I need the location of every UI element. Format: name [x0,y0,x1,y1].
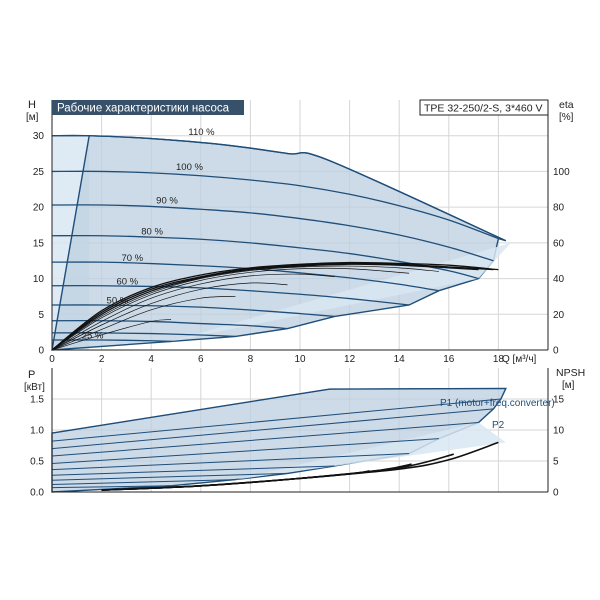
head-tick-label: 30 [33,131,45,142]
power-tick-label: 0.0 [30,488,44,499]
lower-region-band [171,242,511,342]
power-tick-label: 1.5 [30,395,44,406]
x-tick-label: 2 [99,354,105,365]
chart-title: Рабочие характеристики насоса [57,103,230,115]
eta-tick-label: 0 [553,346,559,357]
power-curves [51,387,506,489]
head-tick-label: 20 [33,203,45,214]
qh-curve-0 [51,134,507,242]
head-tick-label: 5 [38,310,44,321]
power-curve-3 [51,422,479,457]
head-efficiency-panel: 0 2 4 6 8 10 12 14 16 18 0 5 10 15 20 25 30 0 20 40 60 80 100 … [26,99,574,365]
head-tick-label: 0 [38,346,44,357]
npsh-band [235,422,506,480]
qh-curve-9 [51,339,172,343]
qh-curves [51,134,507,343]
model-label: TPE 32-250/2-S, 3*460 V [424,103,543,115]
head-tick-label: 15 [33,238,45,249]
power-curve-0 [51,387,506,434]
speed-label: 90 % [156,196,178,207]
power-tick-labels: 0.0 0.5 1.0 1.5 0 5 10 15 [30,395,564,499]
x-tick-label: 10 [294,354,306,365]
model-label-box [419,99,549,116]
head-axis-label: H [28,99,36,111]
efficiency-curves [51,261,499,351]
x-tick-label: 8 [248,354,254,365]
power-curve-7 [51,472,288,481]
efficiency-curve-6 [51,282,288,351]
efficiency-curve-1 [51,262,494,351]
efficiency-curve-3 [51,265,439,351]
speed-label: 60 % [116,276,138,287]
eta-axis-label: eta [559,99,574,111]
eta-tick-label: 60 [553,238,565,249]
power-curve-8 [51,479,236,486]
speed-label: 80 % [141,226,163,237]
eta-tick-label: 40 [553,274,565,285]
speed-label: 25 % [82,331,104,342]
speed-label: 100 % [176,162,203,173]
p2-annotation: P2 [492,420,505,431]
npsh-tick-label: 15 [553,395,565,406]
qh-curve-2 [51,204,494,262]
npsh-tick-label: 10 [553,426,565,437]
chart-title-background [52,100,244,115]
efficiency-curve-0 [51,261,499,351]
power-tick-label: 1.0 [30,426,44,437]
x-tick-label: 0 [49,354,55,365]
efficiency-curve-2 [51,263,479,351]
npsh-axis-label: NPSH [556,367,585,379]
npsh-tick-label: 0 [553,488,559,499]
power-curve-1 [51,398,501,442]
p1-annotation: P1 (motor+freq.converter) [440,398,555,409]
flow-axis-label: Q [м³/ч] [502,354,537,365]
npsh-curves [101,441,499,491]
power-curve-6 [51,465,335,476]
x-tick-label: 18 [493,354,505,365]
eta-tick-label: 100 [553,167,570,178]
efficiency-curve-4 [51,267,410,351]
power-npsh-panel: 0.0 0.5 1.0 1.5 0 5 10 15 P [кВт] NPSH [м] P1 (… [24,367,585,499]
x-tick-label: 6 [198,354,204,365]
power-axis-label: P [28,369,35,381]
eta-axis-unit: [%] [559,112,574,123]
power-tick-label: 0.5 [30,457,44,468]
head-tick-labels: 0 2 4 6 8 10 12 14 16 18 0 5 10 15 20 25 30 0 20 40 60 80 100 [33,131,570,365]
power-curve-2 [51,408,494,450]
qh-curve-5 [51,285,410,306]
x-tick-label: 14 [394,354,406,365]
eta-tick-label: 80 [553,203,565,214]
npsh-tick-label: 5 [553,457,559,468]
speed-label: 50 % [107,296,129,307]
efficiency-curve-5 [51,273,335,351]
power-curve-5 [51,453,410,471]
speed-label: 110 % [188,127,215,138]
speed-label: 70 % [121,253,143,264]
x-tick-label: 12 [344,354,356,365]
x-tick-label: 16 [443,354,455,365]
power-curve-9 [51,485,172,489]
power-curve-4 [51,438,439,464]
head-tick-label: 25 [33,167,45,178]
head-tick-label: 10 [33,274,45,285]
efficiency-curve-8 [51,319,172,351]
qh-curve-6 [51,304,335,318]
npsh-axis-unit: [м] [562,380,575,391]
npsh-curve-3 [101,470,370,491]
speed-labels: 110 % 100 % 90 % 80 % 70 % 60 % 50 % 25 % [82,127,215,342]
eta-tick-label: 20 [553,310,565,321]
qh-curve-1 [51,170,499,240]
efficiency-curve-7 [51,296,236,351]
x-tick-label: 4 [148,354,154,365]
head-axis-unit: [м] [26,112,39,123]
power-axis-unit: [кВт] [24,382,45,393]
